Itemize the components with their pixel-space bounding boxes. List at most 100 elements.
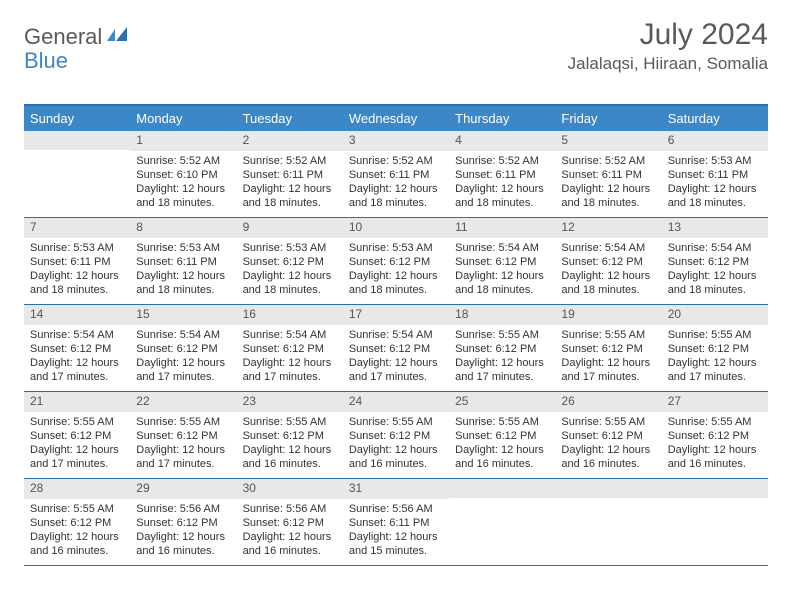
daylight-text: Daylight: 12 hours and 16 minutes. [136, 530, 230, 559]
sunrise-text: Sunrise: 5:55 AM [561, 328, 655, 342]
dayname-row: Sunday Monday Tuesday Wednesday Thursday… [24, 106, 768, 131]
day-number: 4 [449, 131, 555, 151]
week-row: 7Sunrise: 5:53 AMSunset: 6:11 PMDaylight… [24, 218, 768, 305]
day-body: Sunrise: 5:55 AMSunset: 6:12 PMDaylight:… [343, 412, 449, 477]
daylight-text: Daylight: 12 hours and 16 minutes. [668, 443, 762, 472]
sunrise-text: Sunrise: 5:52 AM [561, 154, 655, 168]
day-body: Sunrise: 5:53 AMSunset: 6:12 PMDaylight:… [237, 238, 343, 303]
daylight-text: Daylight: 12 hours and 16 minutes. [561, 443, 655, 472]
sunset-text: Sunset: 6:12 PM [30, 342, 124, 356]
day-number: 17 [343, 305, 449, 325]
sunrise-text: Sunrise: 5:52 AM [136, 154, 230, 168]
day-number: 1 [130, 131, 236, 151]
day-body: Sunrise: 5:55 AMSunset: 6:12 PMDaylight:… [662, 325, 768, 390]
sunset-text: Sunset: 6:12 PM [561, 342, 655, 356]
day-body: Sunrise: 5:55 AMSunset: 6:12 PMDaylight:… [449, 325, 555, 390]
sunrise-text: Sunrise: 5:55 AM [136, 415, 230, 429]
dayname-sunday: Sunday [24, 106, 130, 131]
day-number: 12 [555, 218, 661, 238]
day-cell: 21Sunrise: 5:55 AMSunset: 6:12 PMDayligh… [24, 392, 130, 478]
day-cell: 1Sunrise: 5:52 AMSunset: 6:10 PMDaylight… [130, 131, 236, 217]
day-number [555, 479, 661, 498]
daylight-text: Daylight: 12 hours and 16 minutes. [243, 530, 337, 559]
dayname-monday: Monday [130, 106, 236, 131]
sunrise-text: Sunrise: 5:53 AM [668, 154, 762, 168]
day-cell: 23Sunrise: 5:55 AMSunset: 6:12 PMDayligh… [237, 392, 343, 478]
day-body: Sunrise: 5:52 AMSunset: 6:11 PMDaylight:… [237, 151, 343, 216]
daylight-text: Daylight: 12 hours and 17 minutes. [30, 443, 124, 472]
day-number: 14 [24, 305, 130, 325]
dayname-tuesday: Tuesday [237, 106, 343, 131]
daylight-text: Daylight: 12 hours and 18 minutes. [455, 269, 549, 298]
day-body: Sunrise: 5:55 AMSunset: 6:12 PMDaylight:… [24, 499, 130, 564]
day-cell: 8Sunrise: 5:53 AMSunset: 6:11 PMDaylight… [130, 218, 236, 304]
day-body: Sunrise: 5:53 AMSunset: 6:12 PMDaylight:… [343, 238, 449, 303]
sunrise-text: Sunrise: 5:56 AM [349, 502, 443, 516]
sunrise-text: Sunrise: 5:55 AM [349, 415, 443, 429]
sunrise-text: Sunrise: 5:54 AM [349, 328, 443, 342]
day-body: Sunrise: 5:56 AMSunset: 6:12 PMDaylight:… [130, 499, 236, 564]
daylight-text: Daylight: 12 hours and 18 minutes. [349, 269, 443, 298]
sunrise-text: Sunrise: 5:55 AM [561, 415, 655, 429]
day-body: Sunrise: 5:54 AMSunset: 6:12 PMDaylight:… [237, 325, 343, 390]
day-number: 28 [24, 479, 130, 499]
daylight-text: Daylight: 12 hours and 17 minutes. [30, 356, 124, 385]
sunrise-text: Sunrise: 5:55 AM [668, 328, 762, 342]
sunset-text: Sunset: 6:12 PM [455, 342, 549, 356]
day-cell: 16Sunrise: 5:54 AMSunset: 6:12 PMDayligh… [237, 305, 343, 391]
day-cell: 9Sunrise: 5:53 AMSunset: 6:12 PMDaylight… [237, 218, 343, 304]
month-title: July 2024 [568, 18, 768, 52]
daylight-text: Daylight: 12 hours and 18 minutes. [243, 182, 337, 211]
day-cell [24, 131, 130, 217]
day-cell: 12Sunrise: 5:54 AMSunset: 6:12 PMDayligh… [555, 218, 661, 304]
daylight-text: Daylight: 12 hours and 15 minutes. [349, 530, 443, 559]
day-number: 21 [24, 392, 130, 412]
daylight-text: Daylight: 12 hours and 18 minutes. [136, 269, 230, 298]
daylight-text: Daylight: 12 hours and 18 minutes. [668, 182, 762, 211]
logo-text-general: General [24, 24, 102, 50]
daylight-text: Daylight: 12 hours and 17 minutes. [136, 443, 230, 472]
sunset-text: Sunset: 6:12 PM [136, 516, 230, 530]
day-cell [449, 479, 555, 565]
sunrise-text: Sunrise: 5:54 AM [668, 241, 762, 255]
daylight-text: Daylight: 12 hours and 18 minutes. [349, 182, 443, 211]
sunset-text: Sunset: 6:11 PM [136, 255, 230, 269]
sunrise-text: Sunrise: 5:55 AM [243, 415, 337, 429]
day-cell: 15Sunrise: 5:54 AMSunset: 6:12 PMDayligh… [130, 305, 236, 391]
logo: General [24, 24, 131, 50]
daylight-text: Daylight: 12 hours and 16 minutes. [349, 443, 443, 472]
day-number: 5 [555, 131, 661, 151]
day-number: 11 [449, 218, 555, 238]
day-number: 7 [24, 218, 130, 238]
sunset-text: Sunset: 6:12 PM [455, 429, 549, 443]
sunrise-text: Sunrise: 5:53 AM [136, 241, 230, 255]
day-cell: 30Sunrise: 5:56 AMSunset: 6:12 PMDayligh… [237, 479, 343, 565]
day-cell: 6Sunrise: 5:53 AMSunset: 6:11 PMDaylight… [662, 131, 768, 217]
day-body: Sunrise: 5:54 AMSunset: 6:12 PMDaylight:… [24, 325, 130, 390]
day-body: Sunrise: 5:53 AMSunset: 6:11 PMDaylight:… [662, 151, 768, 216]
title-block: July 2024 Jalalaqsi, Hiiraan, Somalia [568, 18, 768, 74]
sunset-text: Sunset: 6:12 PM [349, 342, 443, 356]
sunrise-text: Sunrise: 5:53 AM [349, 241, 443, 255]
sunset-text: Sunset: 6:11 PM [30, 255, 124, 269]
sunrise-text: Sunrise: 5:55 AM [30, 502, 124, 516]
day-body: Sunrise: 5:52 AMSunset: 6:11 PMDaylight:… [449, 151, 555, 216]
day-number: 22 [130, 392, 236, 412]
week-row: 28Sunrise: 5:55 AMSunset: 6:12 PMDayligh… [24, 479, 768, 566]
day-body: Sunrise: 5:56 AMSunset: 6:12 PMDaylight:… [237, 499, 343, 564]
sunset-text: Sunset: 6:12 PM [243, 516, 337, 530]
day-number: 23 [237, 392, 343, 412]
sunset-text: Sunset: 6:10 PM [136, 168, 230, 182]
sunrise-text: Sunrise: 5:53 AM [243, 241, 337, 255]
sunset-text: Sunset: 6:12 PM [136, 342, 230, 356]
sunrise-text: Sunrise: 5:52 AM [455, 154, 549, 168]
day-body: Sunrise: 5:55 AMSunset: 6:12 PMDaylight:… [449, 412, 555, 477]
day-body: Sunrise: 5:54 AMSunset: 6:12 PMDaylight:… [130, 325, 236, 390]
day-cell [662, 479, 768, 565]
sunset-text: Sunset: 6:12 PM [349, 429, 443, 443]
day-body: Sunrise: 5:52 AMSunset: 6:11 PMDaylight:… [555, 151, 661, 216]
sunrise-text: Sunrise: 5:54 AM [136, 328, 230, 342]
day-body: Sunrise: 5:56 AMSunset: 6:11 PMDaylight:… [343, 499, 449, 564]
daylight-text: Daylight: 12 hours and 17 minutes. [561, 356, 655, 385]
day-body: Sunrise: 5:54 AMSunset: 6:12 PMDaylight:… [662, 238, 768, 303]
